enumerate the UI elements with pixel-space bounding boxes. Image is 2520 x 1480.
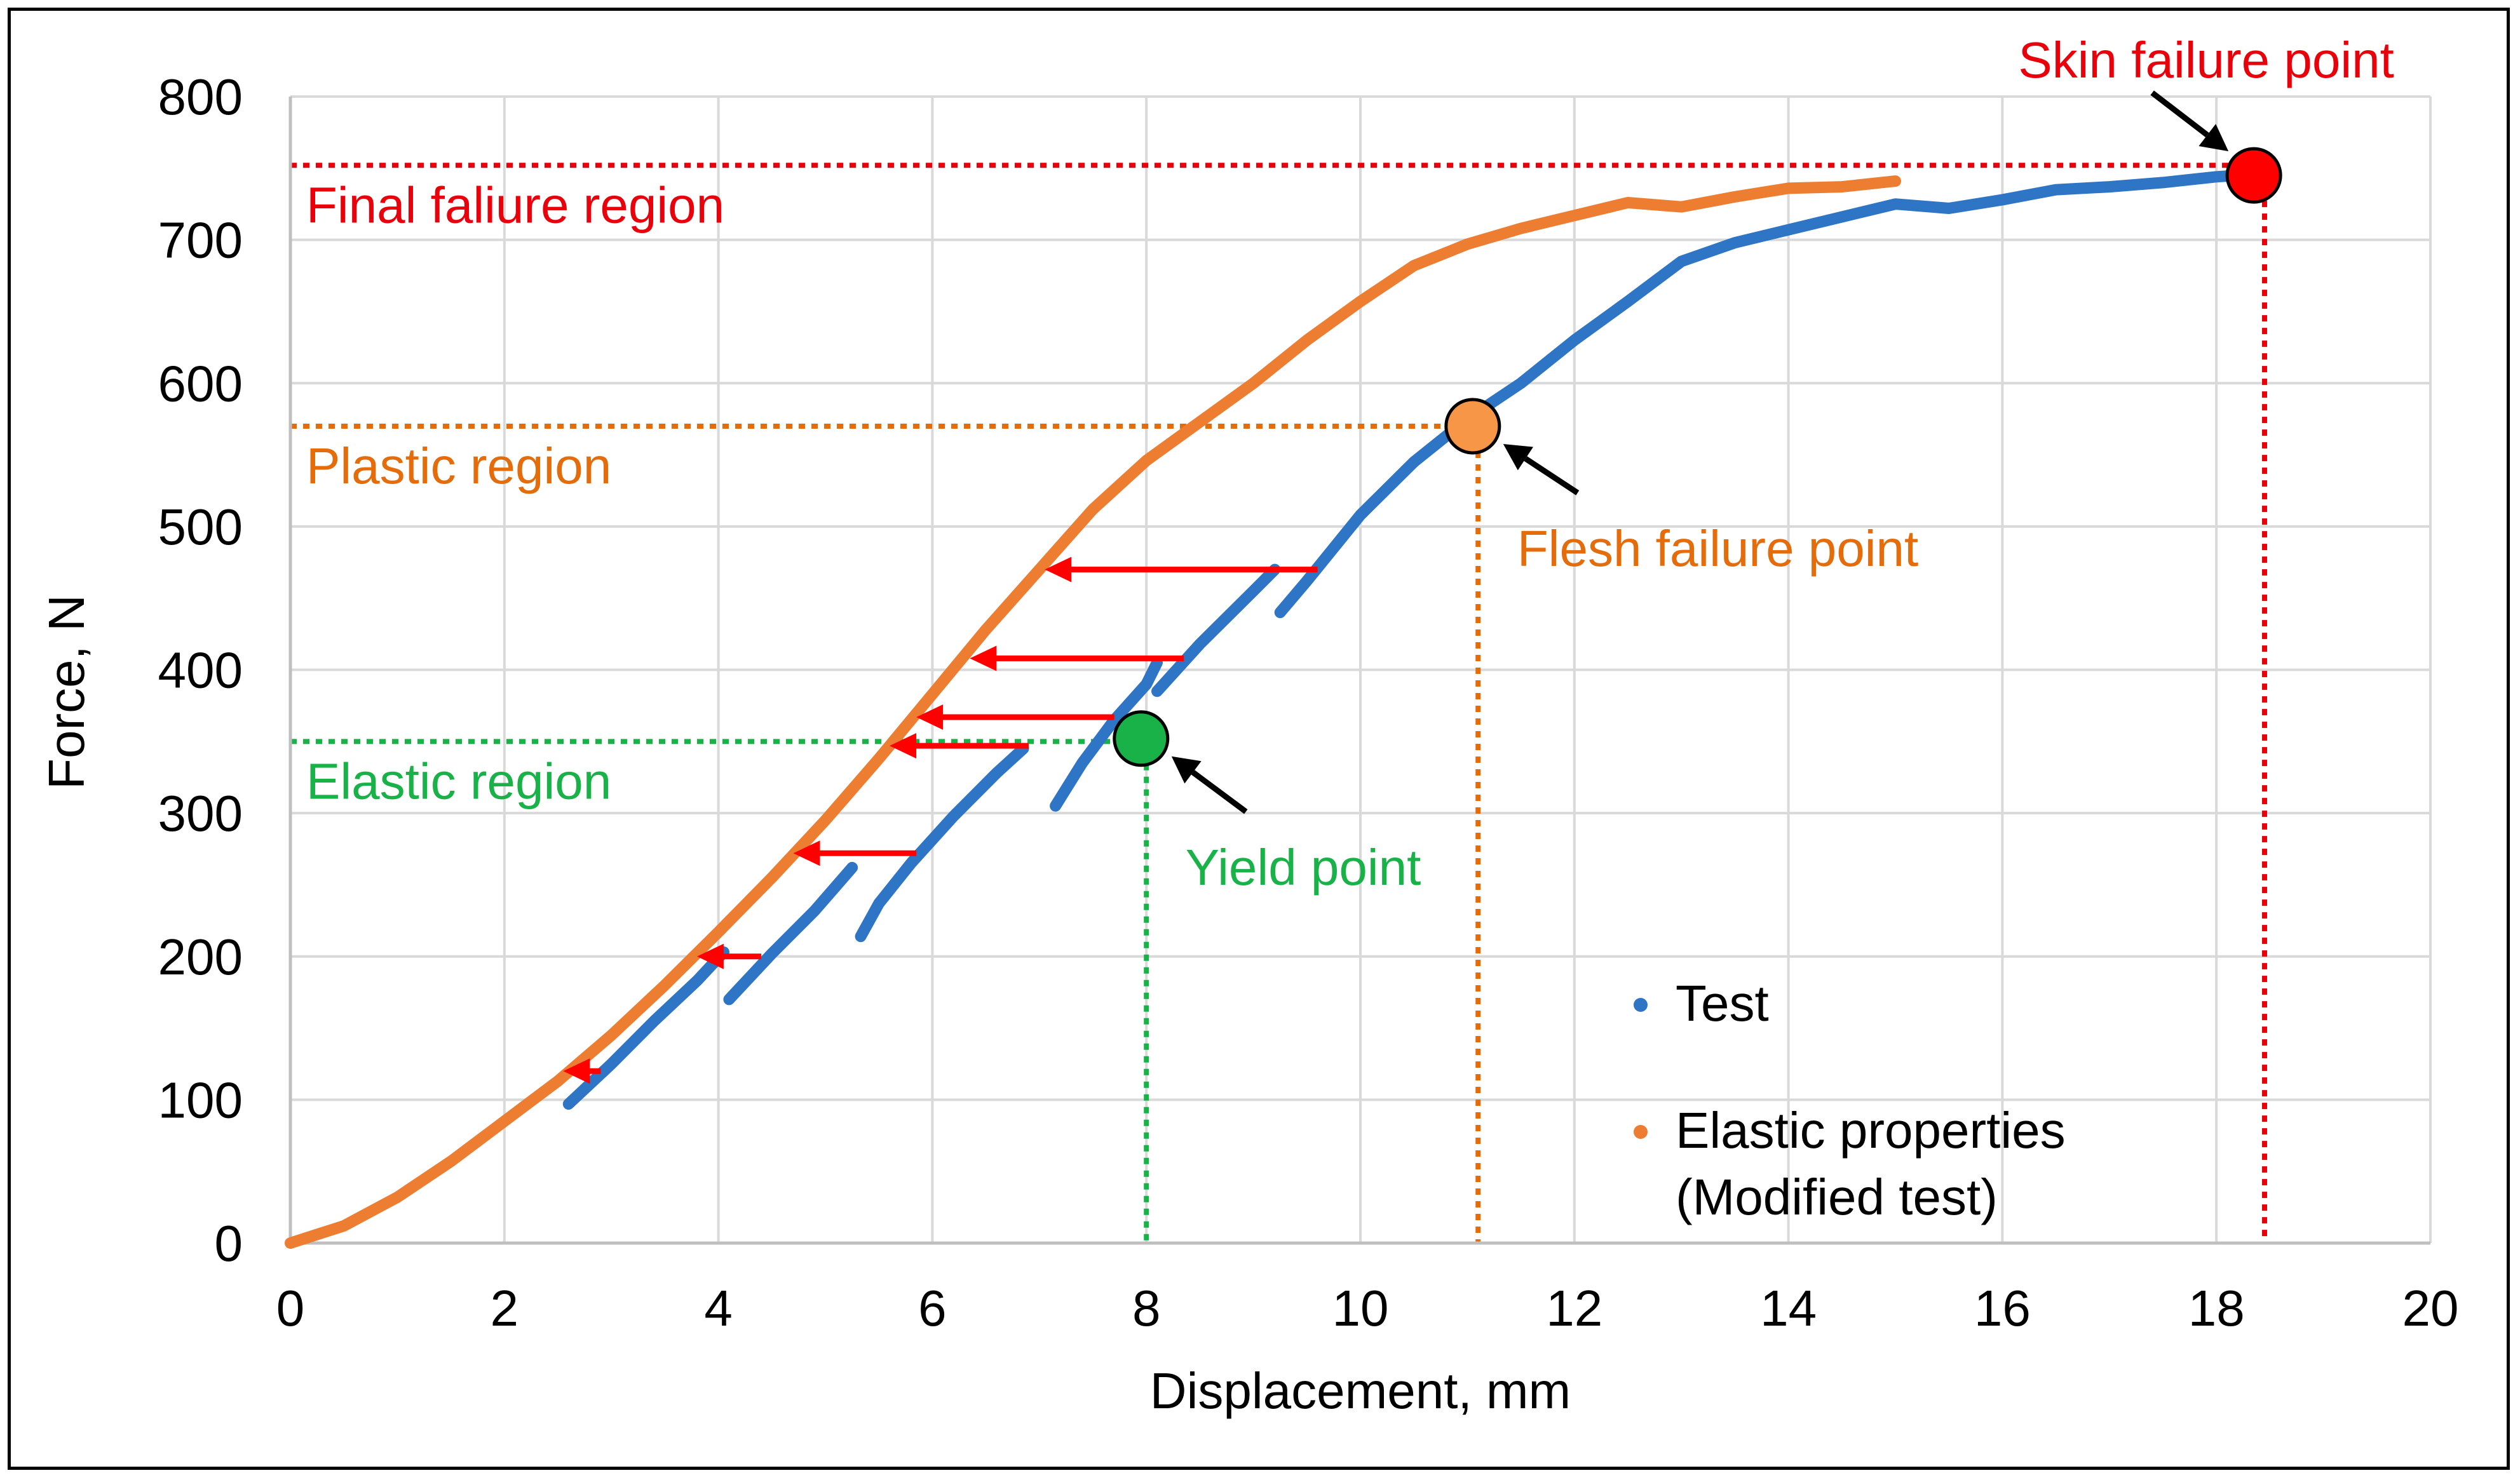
series-test-segment (1151, 563, 1281, 697)
point-marker (2225, 147, 2282, 204)
legend: Test Elastic properties (Modified test) (1634, 975, 2066, 1225)
shift-arrow (916, 704, 1114, 730)
x-axis-title: Displacement, mm (1150, 1362, 1571, 1419)
flesh-arrow (1503, 443, 1580, 495)
shift-arrow-head (970, 645, 997, 671)
y-tick-label: 200 (158, 929, 243, 985)
x-tick-label: 20 (2402, 1280, 2459, 1336)
reference-lines (290, 163, 2267, 1243)
y-tick-label: 100 (158, 1072, 243, 1128)
shift-arrow-head (696, 943, 724, 969)
yield-arrow (1171, 756, 1248, 814)
point-label: Flesh failure point (1517, 520, 1918, 577)
x-tick-label: 14 (1760, 1280, 1817, 1336)
point-marker (1444, 398, 1501, 455)
series-test-segment (855, 743, 1029, 943)
y-tick-label: 500 (158, 499, 243, 555)
series-test-segment (562, 946, 729, 1110)
point-label: Skin failure point (2018, 32, 2394, 88)
flesh-arrow-head (1503, 443, 1533, 471)
shift-arrow-head (793, 840, 820, 866)
x-tick-label: 12 (1546, 1280, 1602, 1336)
shift-arrow-head (1045, 556, 1072, 582)
shift-arrow (793, 840, 917, 866)
shift-arrows (563, 556, 1318, 1084)
point-markers (1113, 147, 2282, 767)
skin-arrow-shaft (2150, 90, 2209, 138)
y-tick-label: 600 (158, 355, 243, 412)
y-axis-title: Force, N (38, 595, 95, 790)
region-label: Final faliure region (306, 177, 724, 233)
annotations: Skin failure point Flesh failure point Yie… (306, 32, 2394, 896)
series-test-segment (1050, 657, 1163, 812)
x-tick-label: 4 (704, 1280, 733, 1336)
y-tick-label: 700 (158, 212, 243, 269)
x-tick-label: 10 (1332, 1280, 1389, 1336)
grid-lines (290, 95, 2432, 1243)
y-tick-label: 0 (215, 1215, 243, 1272)
shift-arrow (1045, 556, 1318, 582)
series-elastic-line (285, 175, 1901, 1249)
y-tick-label: 300 (158, 785, 243, 842)
point-label: Yield point (1186, 839, 1421, 896)
shift-arrow (890, 733, 1029, 759)
shift-arrow-head (916, 704, 944, 730)
legend-label-elastic-line: Elastic properties (1676, 1102, 2066, 1159)
x-tick-label: 8 (1132, 1280, 1161, 1336)
shift-arrow-head (563, 1058, 590, 1084)
shift-arrow (970, 645, 1184, 671)
shift-arrow (563, 1058, 601, 1084)
flesh-arrow-shaft (1524, 456, 1580, 495)
shift-arrow (696, 943, 761, 969)
y-tick-label: 400 (158, 642, 243, 699)
skin-arrow-head (2198, 124, 2229, 152)
y-tick-label: 800 (158, 69, 243, 125)
x-tick-label: 18 (2188, 1280, 2245, 1336)
chart-frame: 0 2 4 6 8 10 12 14 16 18 20 0 100 200 300 400 500 600 700 8… (8, 8, 2510, 1470)
skin-arrow (2150, 90, 2229, 152)
x-tick-label: 16 (1974, 1280, 2031, 1336)
series-test-segment (1274, 168, 2265, 619)
region-label: Plastic region (306, 438, 611, 494)
point-marker (1113, 710, 1170, 767)
legend-label-elastic: Elastic properties (Modified test) (1676, 1102, 2066, 1225)
series-layer (285, 168, 2265, 1249)
legend-swatch-test (1634, 998, 1648, 1012)
chart-svg: 0 2 4 6 8 10 12 14 16 18 2001002003004005006007008… (38, 32, 2459, 1419)
legend-label-test: Test (1676, 975, 1769, 1032)
series-test-segment (723, 861, 858, 1006)
x-tick-label: 2 (491, 1280, 519, 1336)
x-tick-label: 0 (276, 1280, 305, 1336)
tick-labels: 0 2 4 6 8 10 12 14 16 18 2001002003004005006007008… (158, 69, 2459, 1336)
region-label: Elastic region (306, 753, 611, 809)
legend-swatch-elastic (1634, 1125, 1648, 1139)
yield-arrow-shaft (1191, 770, 1248, 814)
axes (288, 97, 2430, 1245)
legend-label-elastic-line: (Modified test) (1676, 1169, 1998, 1225)
shift-arrow-head (890, 733, 917, 759)
yield-arrow-head (1171, 756, 1202, 784)
x-tick-label: 6 (918, 1280, 947, 1336)
